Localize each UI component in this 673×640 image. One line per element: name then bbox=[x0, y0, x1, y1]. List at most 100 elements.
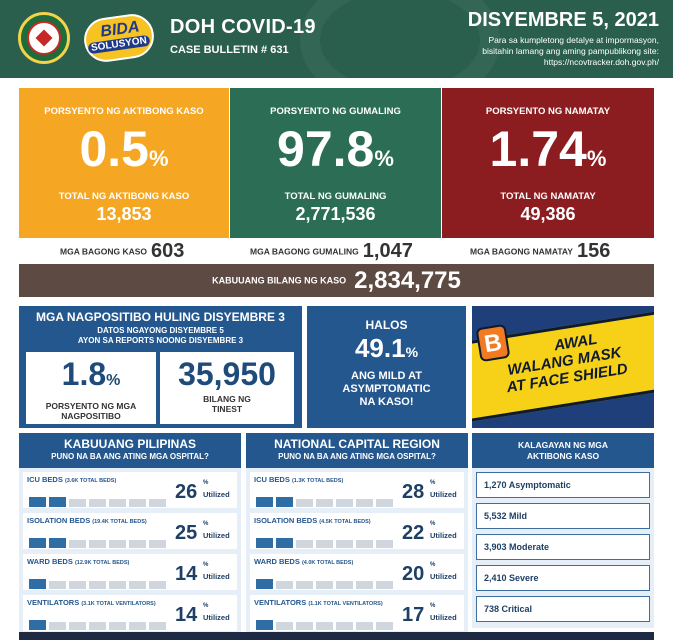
positivity-rate-box: 1.8% PORSYENTO NG MGA NAGPOSITIBO bbox=[26, 352, 156, 424]
new-deaths: MGA BAGONG NAMATAY 156 bbox=[470, 240, 611, 262]
utilization-bar bbox=[29, 612, 179, 630]
utilized-label: % Utilized bbox=[430, 480, 457, 499]
bed-icon bbox=[376, 499, 393, 507]
bed-icon bbox=[129, 622, 146, 630]
utilization-bar bbox=[256, 489, 406, 507]
active-percent: 0.5% bbox=[79, 121, 169, 177]
utilized-label: % Utilized bbox=[203, 562, 230, 581]
bed-icon bbox=[149, 540, 166, 548]
hospital-row: VENTILATORS (1.1K TOTAL VENTILATORS) 17 % U… bbox=[250, 595, 464, 631]
tested-count-box: 35,950 BILANG NG TINEST bbox=[160, 352, 294, 424]
utilization-bar bbox=[256, 530, 406, 548]
header-watermark bbox=[300, 0, 500, 78]
hospital-row-label: VENTILATORS (1.1K TOTAL VENTILATORS) bbox=[254, 598, 383, 607]
bed-icon bbox=[276, 497, 293, 507]
bulletin-date: DISYEMBRE 5, 2021 bbox=[467, 9, 659, 31]
hospital-row: VENTILATORS (3.1K TOTAL VENTILATORS) 14 % U… bbox=[23, 595, 237, 631]
hospital-row-label: VENTILATORS (3.1K TOTAL VENTILATORS) bbox=[27, 598, 156, 607]
hospital-row-label: ICU BEDS (3.6K TOTAL BEDS) bbox=[27, 475, 117, 484]
bed-icon bbox=[109, 499, 126, 507]
bed-icon bbox=[129, 581, 146, 589]
hospital-row: ICU BEDS (3.6K TOTAL BEDS) 26 % Utilized bbox=[23, 472, 237, 508]
bed-icon bbox=[296, 581, 313, 589]
bulletin-number: CASE BULLETIN # 631 bbox=[170, 44, 289, 56]
hospital-row: ICU BEDS (1.3K TOTAL BEDS) 28 % Utilized bbox=[250, 472, 464, 508]
bed-icon bbox=[149, 581, 166, 589]
status-item: 1,270 Asymptomatic bbox=[476, 472, 650, 498]
utilization-value: 26 bbox=[175, 481, 198, 503]
hospital-row-label: ICU BEDS (1.3K TOTAL BEDS) bbox=[254, 475, 344, 484]
status-item: 3,903 Moderate bbox=[476, 534, 650, 560]
bed-icon bbox=[356, 622, 373, 630]
utilization-bar bbox=[256, 571, 406, 589]
hospital-row: ISOLATION BEDS (19.4K TOTAL BEDS) 25 % Util… bbox=[23, 513, 237, 549]
utilization-bar bbox=[29, 530, 179, 548]
bed-icon bbox=[29, 538, 46, 548]
bed-icon bbox=[69, 499, 86, 507]
hospital-row-label: ISOLATION BEDS (19.4K TOTAL BEDS) bbox=[27, 516, 147, 525]
bed-icon bbox=[49, 581, 66, 589]
utilization-value: 20 bbox=[402, 563, 425, 585]
total-cases-value: 2,834,775 bbox=[354, 267, 461, 294]
utilization-bar bbox=[29, 489, 179, 507]
utilization-value: 14 bbox=[175, 563, 198, 585]
bida-solusyon-logo: BIDA SOLUSYON bbox=[80, 11, 158, 65]
utilization-value: 25 bbox=[175, 522, 198, 544]
utilization-bar bbox=[29, 571, 179, 589]
utilized-label: % Utilized bbox=[203, 603, 230, 622]
bed-icon bbox=[356, 540, 373, 548]
bed-icon bbox=[296, 499, 313, 507]
bed-icon bbox=[356, 581, 373, 589]
deaths-total: 49,386 bbox=[520, 204, 576, 224]
utilization-value: 22 bbox=[402, 522, 425, 544]
bed-icon bbox=[89, 540, 106, 548]
recovered-percent: 97.8% bbox=[277, 121, 394, 177]
tracker-link[interactable]: https://ncovtracker.doh.gov.ph/ bbox=[543, 57, 659, 67]
recovered-total: 2,771,536 bbox=[295, 204, 376, 224]
bed-icon bbox=[29, 497, 46, 507]
bed-icon bbox=[376, 581, 393, 589]
new-cases: MGA BAGONG KASO 603 bbox=[60, 240, 185, 262]
header-bar: BIDA SOLUSYON DOH COVID-19 CASE BULLETIN… bbox=[0, 0, 673, 78]
new-recovered: MGA BAGONG GUMALING 1,047 bbox=[250, 240, 413, 262]
hospital-panel-ncr: NATIONAL CAPITAL REGION PUNO NA BA ANG AT… bbox=[246, 433, 468, 638]
page-title: DOH COVID-19 bbox=[170, 16, 316, 38]
utilization-bar bbox=[256, 612, 406, 630]
bed-icon bbox=[89, 581, 106, 589]
utilized-label: % Utilized bbox=[430, 603, 457, 622]
bed-icon bbox=[69, 622, 86, 630]
header-note: Para sa kumpletong detalye at impormasyo… bbox=[429, 35, 659, 68]
bed-icon bbox=[336, 581, 353, 589]
bed-icon bbox=[316, 540, 333, 548]
hospital-row-label: WARD BEDS (4.0K TOTAL BEDS) bbox=[254, 557, 354, 566]
positivity-panel: MGA NAGPOSITIBO HULING DISYEMBRE 3 DATOS… bbox=[19, 306, 302, 428]
bed-icon bbox=[49, 538, 66, 548]
bed-icon bbox=[149, 499, 166, 507]
deaths-card: PORSYENTO NG NAMATAY 1.74% TOTAL NG NAMA… bbox=[442, 88, 654, 238]
deaths-percent: 1.74% bbox=[489, 121, 607, 177]
active-cases-card: PORSYENTO NG AKTIBONG KASO 0.5% TOTAL NG… bbox=[19, 88, 229, 238]
total-cases-bar: KABUUANG BILANG NG KASO 2,834,775 bbox=[19, 264, 654, 297]
bed-icon bbox=[336, 540, 353, 548]
utilization-value: 28 bbox=[402, 481, 425, 503]
bed-icon bbox=[129, 540, 146, 548]
utilized-label: % Utilized bbox=[430, 562, 457, 581]
bed-icon bbox=[109, 540, 126, 548]
bed-icon bbox=[256, 497, 273, 507]
active-case-status-panel: KALAGAYAN NG MGA AKTIBONG KASO 1,270 Asym… bbox=[472, 433, 654, 628]
doh-seal-logo bbox=[18, 12, 70, 64]
bed-icon bbox=[276, 538, 293, 548]
bed-icon bbox=[256, 579, 273, 589]
bed-icon bbox=[256, 538, 273, 548]
bed-icon bbox=[129, 499, 146, 507]
status-item: 738 Critical bbox=[476, 596, 650, 622]
utilization-value: 17 bbox=[402, 604, 425, 626]
active-total: 13,853 bbox=[96, 204, 152, 224]
footer-bar bbox=[19, 632, 654, 640]
bed-icon bbox=[316, 622, 333, 630]
bed-icon bbox=[29, 620, 46, 630]
hospital-row: WARD BEDS (12.9K TOTAL BEDS) 14 % Utilized bbox=[23, 554, 237, 590]
bed-icon bbox=[109, 581, 126, 589]
hospital-row-label: WARD BEDS (12.9K TOTAL BEDS) bbox=[27, 557, 130, 566]
hospital-row-label: ISOLATION BEDS (4.5K TOTAL BEDS) bbox=[254, 516, 371, 525]
